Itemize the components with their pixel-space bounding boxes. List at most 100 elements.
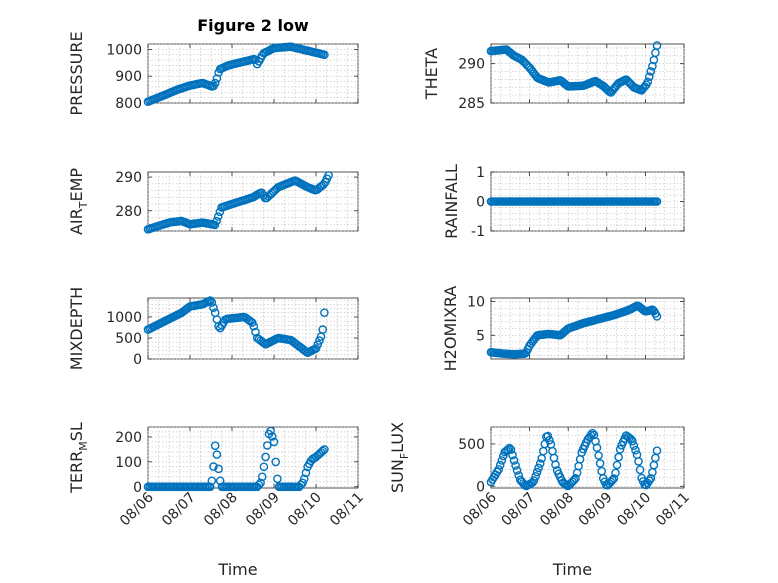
theta-ytick-label: 290 bbox=[458, 57, 485, 73]
sun_flux-xtick-label: 08/09 bbox=[576, 490, 616, 530]
sun_flux-point bbox=[594, 451, 603, 460]
air_temp-point bbox=[213, 212, 223, 221]
sun_flux-point bbox=[611, 468, 620, 478]
terr_msl-xtick-label: 08/11 bbox=[327, 490, 367, 530]
pressure-point bbox=[212, 74, 222, 83]
subplot-rainfall: -1 0 1 RAINFALL bbox=[442, 164, 685, 240]
sun_flux-point bbox=[531, 471, 540, 481]
pressure-ytick-label: 1000 bbox=[106, 42, 142, 58]
mixdepth-point bbox=[311, 344, 321, 353]
sun_flux-point bbox=[535, 459, 545, 468]
terr_msl-plot-area bbox=[147, 426, 359, 489]
sun_flux-point bbox=[629, 441, 639, 451]
h2omixra-point bbox=[652, 311, 662, 321]
terr_msl-ytick-label: 0 bbox=[133, 480, 142, 496]
terr_msl-point bbox=[267, 432, 277, 441]
terr_msl-point bbox=[209, 462, 218, 471]
sun_flux-xtick-label: 08/10 bbox=[614, 490, 654, 530]
theta-ytick-label: 285 bbox=[458, 96, 485, 112]
sun_flux-point bbox=[609, 474, 619, 483]
terr_msl-ytick-label: 100 bbox=[115, 455, 142, 471]
sun_flux-point bbox=[551, 460, 560, 470]
sun_flux-point bbox=[545, 435, 554, 445]
terr_msl-point bbox=[266, 426, 275, 436]
theta-point bbox=[645, 72, 654, 81]
terr_msl-point bbox=[271, 457, 281, 467]
sun_flux-point bbox=[508, 450, 517, 460]
terr_msl-point bbox=[214, 464, 223, 474]
figure-title: Figure 2 low bbox=[197, 16, 309, 35]
theta-point bbox=[646, 67, 656, 76]
sun_flux-xlabel: Time bbox=[552, 560, 592, 579]
air_temp-point bbox=[324, 171, 333, 180]
terr_msl-xtick-label: 08/10 bbox=[285, 490, 325, 530]
sun_flux-ytick-label: 0 bbox=[476, 479, 485, 495]
sun_flux-point bbox=[529, 476, 539, 485]
sun_flux-point bbox=[615, 444, 625, 454]
theta-point bbox=[652, 41, 662, 50]
terr_msl-ytick-label: 200 bbox=[115, 430, 142, 446]
subplot-h2omixra: 5 10 H2OMIXRA bbox=[441, 286, 685, 372]
sun_flux-point bbox=[634, 457, 643, 466]
rainfall-ytick-label: -1 bbox=[471, 224, 485, 240]
sun_flux-point bbox=[588, 428, 597, 438]
terr_msl-xtick-label: 08/09 bbox=[243, 490, 283, 530]
rainfall-ytick-label: 0 bbox=[476, 195, 485, 211]
mixdepth-point bbox=[313, 340, 323, 349]
sun_flux-point bbox=[631, 445, 640, 455]
terr_msl-point bbox=[301, 468, 311, 478]
subplot-pressure: 800 900 1000 PRESSURE bbox=[67, 31, 359, 116]
theta-point bbox=[643, 77, 653, 87]
sun_flux-point bbox=[626, 434, 636, 444]
sun_flux-point bbox=[635, 465, 645, 475]
rainfall-ytick-label: 1 bbox=[476, 165, 485, 181]
terr_msl-ylabel: TERRMSL bbox=[67, 422, 90, 494]
pressure-ylabel: PRESSURE bbox=[67, 31, 86, 115]
terr_msl-point bbox=[259, 462, 269, 472]
subplot-air_temp: 280 290 AIRTEMP bbox=[67, 168, 359, 235]
pressure-ytick-label: 900 bbox=[115, 69, 142, 85]
sun_flux-point bbox=[614, 452, 623, 462]
theta-ylabel: THETA bbox=[422, 48, 441, 100]
sun_flux-point bbox=[592, 443, 602, 453]
mixdepth-point bbox=[320, 308, 329, 318]
terr_msl-point bbox=[210, 441, 220, 451]
subplot-theta: 285 290 THETA bbox=[422, 41, 685, 112]
terr_msl-point bbox=[299, 474, 309, 484]
sun_flux-point bbox=[506, 445, 516, 455]
terr_msl-point bbox=[256, 478, 265, 488]
sun_flux-point bbox=[509, 456, 519, 465]
air_temp-point bbox=[212, 216, 221, 226]
air_temp-ytick-label: 290 bbox=[115, 170, 142, 186]
terr_msl-point bbox=[320, 445, 329, 454]
mixdepth-ytick-label: 1000 bbox=[106, 310, 142, 326]
mixdepth-point bbox=[251, 327, 260, 337]
sun_flux-point bbox=[612, 460, 622, 470]
sun_flux-point bbox=[497, 456, 507, 465]
sun_flux-point bbox=[511, 461, 520, 470]
sun_flux-point bbox=[645, 476, 654, 485]
terr_msl-xtick-label: 08/08 bbox=[201, 490, 241, 530]
pressure-point bbox=[320, 50, 329, 60]
terr_msl-point bbox=[273, 474, 282, 484]
pressure-point bbox=[210, 78, 220, 88]
sun_flux-point bbox=[569, 475, 579, 485]
sun_flux-point bbox=[503, 445, 513, 454]
sun_flux-point bbox=[505, 443, 514, 453]
terr_msl-point bbox=[257, 472, 267, 482]
terr_msl-point bbox=[261, 452, 270, 462]
h2omixra-ylabel: H2OMIXRA bbox=[441, 286, 460, 372]
terr_msl-point bbox=[269, 437, 279, 447]
mixdepth-ylabel: MIXDEPTH bbox=[67, 287, 86, 370]
sun_flux-point bbox=[595, 459, 605, 468]
mixdepth-point bbox=[318, 325, 328, 334]
mixdepth-ytick-label: 500 bbox=[115, 331, 142, 347]
pressure-ytick-label: 800 bbox=[115, 96, 142, 112]
terr_msl-point bbox=[212, 450, 222, 459]
sun_flux-point bbox=[586, 430, 596, 440]
sun_flux-point bbox=[494, 465, 504, 474]
terr_msl-point bbox=[298, 478, 307, 488]
